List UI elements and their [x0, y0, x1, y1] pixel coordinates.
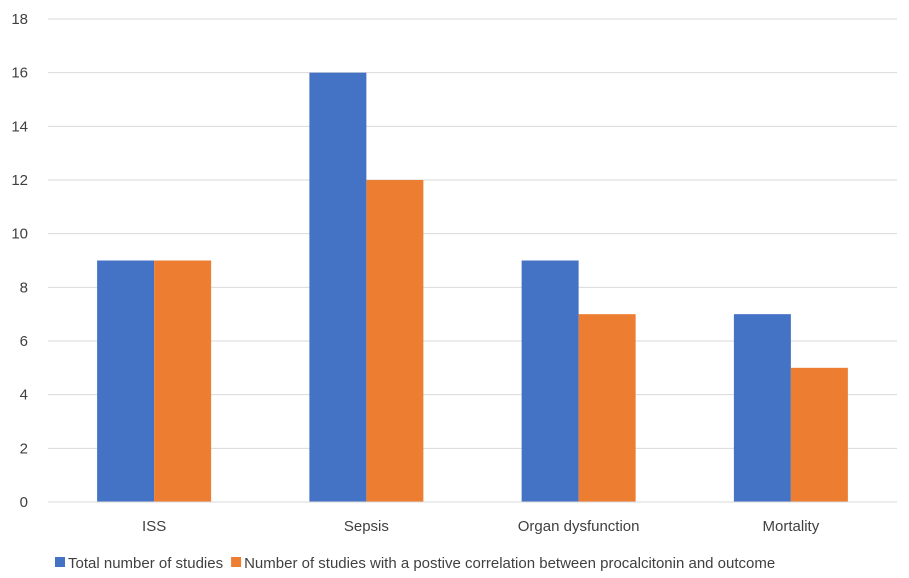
- y-tick-label: 10: [11, 226, 28, 243]
- y-tick-label: 18: [11, 11, 28, 28]
- y-tick-label: 8: [20, 279, 28, 296]
- y-tick-label: 0: [20, 494, 28, 511]
- legend-swatch-series-1: [55, 557, 65, 567]
- legend: Total number of studies Number of studies…: [55, 555, 775, 572]
- y-tick-label: 4: [20, 387, 28, 404]
- bar-organ-dysfunction-series-1: [521, 260, 579, 502]
- legend-swatch-series-2: [231, 557, 242, 567]
- y-tick-label: 12: [11, 172, 28, 189]
- bar-sepsis-series-1: [309, 72, 367, 503]
- bar-organ-dysfunction-series-2: [578, 314, 636, 502]
- y-tick-label: 16: [11, 65, 28, 82]
- bar-iss-series-2: [154, 260, 212, 502]
- bar-mortality-series-1: [733, 314, 791, 502]
- x-category-label: ISS: [142, 518, 166, 535]
- x-category-label: Organ dysfunction: [518, 518, 640, 535]
- x-axis-category-labels: ISS Sepsis Organ dysfunction Mortality: [142, 518, 820, 535]
- y-tick-label: 2: [20, 440, 28, 457]
- bar-mortality-series-2: [790, 367, 848, 502]
- y-axis-tick-labels: 0 2 4 6 8 10 12 14 16 18: [11, 11, 28, 511]
- bar-sepsis-series-2: [366, 180, 424, 502]
- y-tick-label: 6: [20, 333, 28, 350]
- legend-label-series-2: Number of studies with a postive correla…: [244, 555, 775, 572]
- bars: [97, 72, 848, 503]
- bar-iss-series-1: [97, 260, 155, 502]
- x-category-label: Mortality: [763, 518, 820, 535]
- x-category-label: Sepsis: [344, 518, 389, 535]
- y-tick-label: 14: [11, 118, 28, 135]
- legend-label-series-1: Total number of studies: [68, 555, 223, 572]
